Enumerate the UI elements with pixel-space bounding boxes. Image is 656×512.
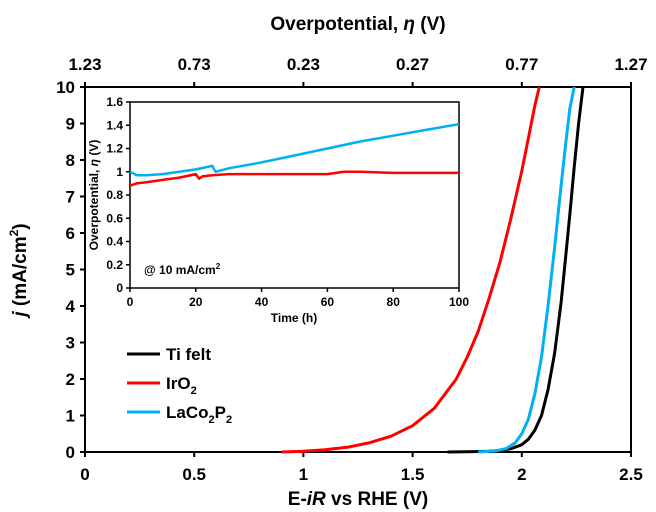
y-tick-label: 9 — [66, 115, 75, 134]
y-tick-label: 6 — [66, 224, 75, 243]
top-x-tick-label: 0.77 — [505, 55, 538, 74]
top-x-tick-label: 0.27 — [396, 55, 429, 74]
inset-y-axis-title: Overpotential, η (V) — [87, 140, 101, 251]
inset-y-tick-label: 1.2 — [106, 142, 123, 156]
x-tick-label: 0 — [80, 465, 89, 484]
y-tick-label: 8 — [66, 151, 75, 170]
x-axis-title: E-iR vs RHE (V) — [288, 489, 428, 510]
inset-y-tick-label: 0.4 — [106, 235, 123, 249]
x-tick-label: 2.5 — [619, 465, 643, 484]
inset-x-axis-title: Time (h) — [271, 311, 317, 325]
series-line-2 — [478, 86, 576, 454]
top-x-axis-title: Overpotential, η (V) — [270, 14, 445, 35]
y-tick-label: 3 — [66, 334, 75, 353]
legend-label-iro2: IrO2 — [166, 374, 197, 397]
inset-y-tick-label: 0.8 — [106, 188, 123, 202]
legend: Ti felt IrO2 LaCo2P2 — [127, 345, 232, 426]
main-ticks: 0 0.5 1 1.5 2 2.51.23 0.73 0.23 0.27 0.77 1.270123… — [56, 55, 647, 484]
y-tick-label: 10 — [56, 78, 75, 97]
main-series — [281, 86, 585, 454]
series-line-0 — [447, 86, 585, 454]
legend-label-laco2p2: LaCo2P2 — [166, 403, 232, 426]
y-tick-label: 7 — [66, 188, 75, 207]
legend-label-ti-felt: Ti felt — [166, 345, 211, 364]
y-axis-title: j (mA/cm2) — [7, 223, 31, 319]
y-tick-label: 1 — [66, 407, 75, 426]
inset-x-tick-label: 100 — [449, 295, 469, 309]
top-x-tick-label: 1.27 — [614, 55, 647, 74]
x-tick-label: 1 — [299, 465, 308, 484]
series-line-1 — [281, 86, 541, 454]
inset-y-tick-label: 1.4 — [106, 118, 123, 132]
inset-y-tick-label: 0 — [116, 281, 123, 295]
top-x-tick-label: 1.23 — [68, 55, 101, 74]
x-tick-label: 2 — [517, 465, 526, 484]
inset-series — [129, 122, 460, 187]
inset-x-tick-label: 20 — [189, 295, 203, 309]
inset-y-tick-label: 0.2 — [106, 258, 123, 272]
inset-x-tick-label: 40 — [255, 295, 269, 309]
y-tick-label: 2 — [66, 370, 75, 389]
y-tick-label: 5 — [66, 261, 75, 280]
y-tick-label: 4 — [66, 297, 76, 316]
inset-x-tick-label: 80 — [387, 295, 401, 309]
inset-x-tick-label: 0 — [127, 295, 134, 309]
top-x-tick-label: 0.73 — [178, 55, 211, 74]
inset-background — [86, 88, 462, 312]
inset-x-tick-label: 60 — [321, 295, 335, 309]
y-tick-label: 0 — [66, 443, 75, 462]
x-tick-label: 0.5 — [182, 465, 206, 484]
inset-ticks: 0 20 40 60 80 100 0 0.2 0.4 0.6 0.8 1 1.2 1.4 1.6 — [106, 95, 469, 309]
inset-series-line-0 — [129, 170, 459, 187]
inset-y-tick-label: 0.6 — [106, 211, 123, 225]
inset-annotation: @ 10 mA/cm2 — [144, 262, 221, 277]
inset-y-tick-label: 1 — [116, 165, 123, 179]
top-x-tick-label: 0.23 — [287, 55, 320, 74]
x-tick-label: 1.5 — [401, 465, 425, 484]
inset-y-tick-label: 1.6 — [106, 95, 123, 109]
inset-series-line-1 — [129, 122, 460, 177]
